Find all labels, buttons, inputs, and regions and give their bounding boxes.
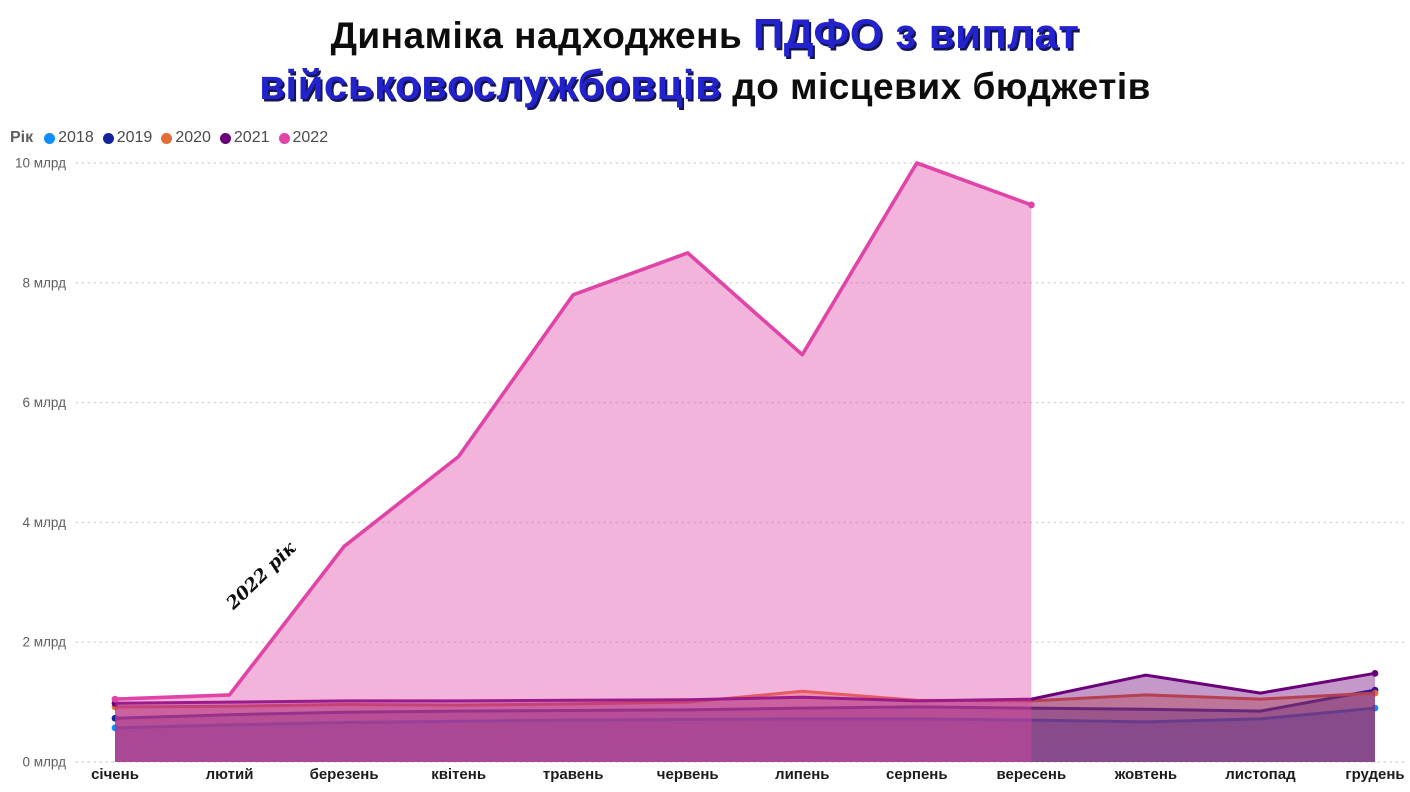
y-axis-label-8: 8 млрд bbox=[23, 275, 67, 290]
legend-label-2020: 2020 bbox=[175, 129, 211, 146]
title-part-blue-1: ПДФО з виплат bbox=[753, 10, 1080, 57]
legend: Рік 2018 2019 2020 2021 2022 bbox=[10, 129, 328, 147]
legend-dot-2020 bbox=[161, 132, 173, 144]
legend-item-2019[interactable]: 2019 bbox=[102, 129, 153, 147]
series-line-2022[interactable] bbox=[113, 161, 1034, 701]
series-2022-end-marker bbox=[1027, 201, 1035, 209]
y-axis-label-2: 2 млрд bbox=[23, 635, 67, 650]
series-line-2021[interactable] bbox=[113, 671, 1377, 705]
legend-dot-2018 bbox=[44, 132, 56, 144]
title-part-black-2: до місцевих бюджетів bbox=[721, 66, 1151, 108]
x-axis-label-жовтень: жовтень bbox=[1114, 766, 1177, 783]
x-axis-label-квітень: квітень bbox=[431, 766, 486, 783]
title-line-2: військовослужбовців до місцевих бюджетів bbox=[0, 59, 1410, 110]
legend-field-label: Рік bbox=[10, 129, 34, 146]
y-axis-label-10: 10 млрд bbox=[15, 156, 66, 171]
x-axis-label-березень: березень bbox=[310, 766, 379, 783]
legend-dot-2022 bbox=[278, 132, 290, 144]
x-axis-label-лютий: лютий bbox=[206, 766, 254, 783]
legend-dot-2021 bbox=[219, 132, 231, 144]
series-2021-end-marker bbox=[1371, 669, 1379, 677]
legend-items: 2018 2019 2020 2021 2022 bbox=[44, 129, 328, 147]
x-axis-label-вересень: вересень bbox=[997, 766, 1067, 783]
series-area-2021[interactable] bbox=[115, 673, 1375, 762]
title-part-blue-2: військовослужбовців bbox=[259, 61, 722, 109]
series-line-2020[interactable] bbox=[113, 689, 1377, 709]
y-axis-label-0: 0 млрд bbox=[23, 755, 67, 770]
legend-item-2020[interactable]: 2020 bbox=[161, 129, 211, 147]
legend-dot-2019 bbox=[102, 132, 114, 144]
series-2019-start-marker bbox=[111, 714, 119, 722]
legend-item-2022[interactable]: 2022 bbox=[278, 129, 329, 147]
series-line-2018[interactable] bbox=[113, 706, 1377, 730]
series-2022-start-marker bbox=[111, 695, 119, 703]
series-2020-end-marker bbox=[1371, 689, 1379, 697]
x-axis-label-грудень: грудень bbox=[1345, 766, 1404, 783]
x-axis-label-листопад: листопад bbox=[1225, 766, 1296, 783]
series-2018-start-marker bbox=[111, 724, 119, 732]
x-axis-label-липень: липень bbox=[775, 766, 829, 783]
x-axis-label-січень: січень bbox=[91, 766, 139, 783]
x-axis-label-серпень: серпень bbox=[886, 766, 948, 783]
legend-item-2021[interactable]: 2021 bbox=[219, 129, 270, 147]
series-area-2020[interactable] bbox=[115, 691, 1375, 762]
series-line-2019[interactable] bbox=[113, 688, 1377, 720]
legend-item-2018[interactable]: 2018 bbox=[44, 129, 94, 147]
x-axis-label-травень: травень bbox=[543, 766, 604, 783]
legend-label-2018: 2018 bbox=[58, 129, 94, 146]
chart-title: Динаміка надходжень ПДФО з виплат військ… bbox=[0, 8, 1410, 110]
x-axis-label-червень: червень bbox=[657, 766, 719, 783]
series-area-2019[interactable] bbox=[115, 690, 1375, 762]
title-part-black-1: Динаміка надходжень bbox=[330, 15, 753, 56]
y-axis-label-6: 6 млрд bbox=[23, 395, 67, 410]
legend-label-2022: 2022 bbox=[292, 129, 329, 146]
series-2018-end-marker bbox=[1371, 704, 1379, 712]
legend-label-2019: 2019 bbox=[116, 129, 153, 146]
y-axis-label-4: 4 млрд bbox=[23, 515, 67, 530]
title-line-1: Динаміка надходжень ПДФО з виплат bbox=[0, 8, 1410, 59]
series-area-2022[interactable] bbox=[115, 163, 1032, 762]
legend-label-2021: 2021 bbox=[233, 129, 270, 146]
